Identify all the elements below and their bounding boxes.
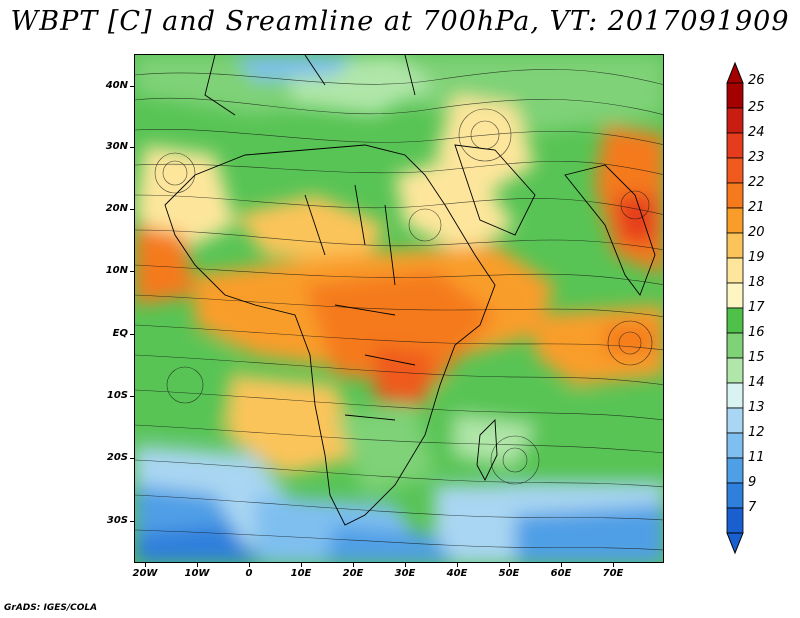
colorbar-label: 14: [748, 375, 765, 390]
colorbar-swatch: [726, 157, 744, 184]
lat-label-eq: EQ: [112, 328, 128, 339]
lon-tick: [405, 563, 406, 567]
lat-label-10n: 10N: [105, 265, 128, 276]
lat-tick: [130, 334, 134, 335]
colorbar-label: 18: [748, 275, 765, 290]
lat-label-30n: 30N: [105, 141, 128, 152]
lat-label-10s: 10S: [106, 390, 128, 401]
lon-label-10e: 10E: [290, 568, 312, 579]
coastlines: [164, 55, 656, 526]
lon-label-60e: 60E: [550, 568, 572, 579]
lon-tick: [301, 563, 302, 567]
lon-tick: [197, 563, 198, 567]
colorbar-swatch: [726, 182, 744, 209]
streamlines: [135, 69, 663, 551]
lon-label-30e: 30E: [394, 568, 416, 579]
colorbar-swatch: [726, 482, 744, 509]
lon-tick: [457, 563, 458, 567]
colorbar-swatch: [726, 232, 744, 259]
colorbar-swatch: [726, 132, 744, 159]
lon-label-20w: 20W: [132, 568, 158, 579]
lon-tick: [145, 563, 146, 567]
lon-tick: [613, 563, 614, 567]
colorbar-swatch: [726, 107, 744, 134]
colorbar-label: 24: [748, 125, 765, 140]
lon-label-10w: 10W: [184, 568, 210, 579]
colorbar-label: 21: [748, 200, 765, 215]
colorbar-label: 26: [748, 73, 765, 88]
lat-tick: [130, 147, 134, 148]
colorbar-swatch: [726, 432, 744, 459]
lon-label-20e: 20E: [342, 568, 364, 579]
colorbar-label: 13: [748, 400, 765, 415]
lat-label-20n: 20N: [105, 203, 128, 214]
colorbar-label: 12: [748, 425, 765, 440]
colorbar-swatch: [726, 407, 744, 434]
colorbar-label: 23: [748, 150, 765, 165]
lon-tick: [249, 563, 250, 567]
colorbar-label: 11: [748, 450, 765, 465]
colorbar-swatch: [726, 382, 744, 409]
colorbar-label: 7: [748, 500, 757, 515]
lon-tick: [561, 563, 562, 567]
colorbar-label: 25: [748, 100, 765, 115]
lon-tick: [353, 563, 354, 567]
colorbar-swatch: [726, 307, 744, 334]
lat-tick: [130, 458, 134, 459]
lon-label-50e: 50E: [498, 568, 520, 579]
colorbar-label: 22: [748, 175, 765, 190]
colorbar-label: 17: [748, 300, 765, 315]
colorbar-label: 19: [748, 250, 765, 265]
colorbar-label: 9: [748, 475, 757, 490]
colorbar-label: 20: [748, 225, 765, 240]
lat-tick: [130, 396, 134, 397]
lat-label-20s: 20S: [106, 452, 128, 463]
colorbar-label: 15: [748, 350, 765, 365]
map-field: [135, 55, 663, 562]
lon-label-40e: 40E: [446, 568, 468, 579]
lat-tick: [130, 271, 134, 272]
colorbar-swatch: [726, 282, 744, 309]
colorbar-swatch: [726, 82, 744, 109]
colorbar-swatch: [726, 357, 744, 384]
colorbar-swatch: [726, 332, 744, 359]
chart-title: WBPT [C] and Sreamline at 700hPa, VT: 20…: [10, 6, 790, 37]
colorbar-swatch: [726, 507, 744, 534]
lon-label-70e: 70E: [602, 568, 624, 579]
colorbar-swatch: [726, 257, 744, 284]
lat-label-40n: 40N: [105, 80, 128, 91]
lat-label-30s: 30S: [106, 515, 128, 526]
map-panel: [134, 54, 664, 563]
lat-tick: [130, 86, 134, 87]
colorbar-swatch: [726, 457, 744, 484]
lat-tick: [130, 209, 134, 210]
lon-tick: [509, 563, 510, 567]
colorbar-swatch: [726, 207, 744, 234]
lon-label-0: 0: [245, 568, 253, 579]
colorbar-bottom-arrow: [726, 532, 744, 555]
footer-credit: GrADS: IGES/COLA: [4, 603, 98, 613]
lat-tick: [130, 521, 134, 522]
colorbar-label: 16: [748, 325, 765, 340]
colorbar: [726, 61, 744, 555]
colorbar-top-arrow: [726, 61, 744, 84]
